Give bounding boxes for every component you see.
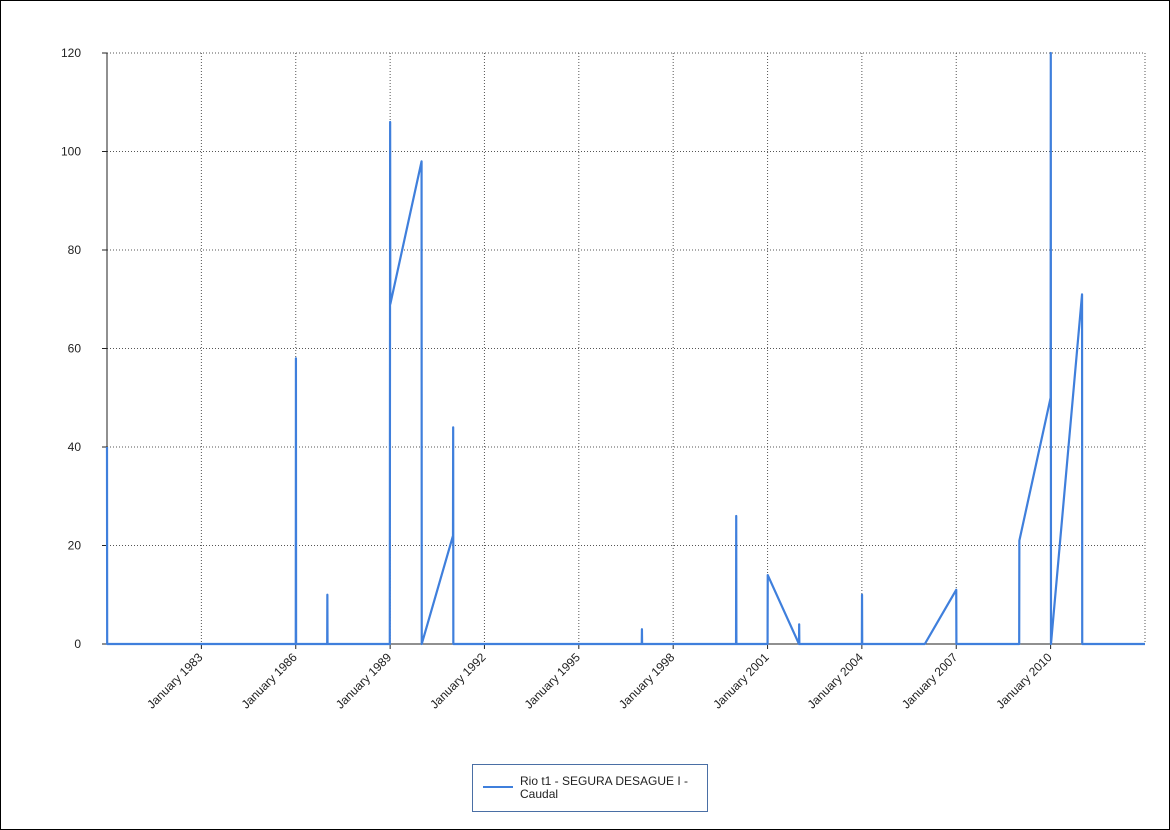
y-tick-labels: 0 20 40 60 80 100 120 (61, 46, 81, 651)
grid-lines (107, 52, 1146, 644)
y-tick-label: 80 (68, 243, 82, 257)
legend-swatch (483, 786, 513, 788)
series-layer (105, 51, 1146, 646)
x-tick-label: January 1986 (239, 650, 301, 712)
y-tick-label: 40 (68, 440, 82, 454)
x-tick-label: January 1992 (427, 650, 489, 712)
y-tick-label: 60 (68, 342, 82, 356)
y-tick-label: 20 (68, 539, 82, 553)
x-tick-label: January 1983 (144, 650, 206, 712)
legend-label: Rio t1 - SEGURA DESAGUE I - Caudal (520, 774, 689, 801)
y-tick-label: 120 (61, 46, 81, 60)
x-tick-label: January 2010 (993, 650, 1055, 712)
x-tick-label: January 2004 (805, 650, 867, 712)
y-tick-label: 0 (74, 637, 81, 651)
x-tick-label: January 1989 (333, 650, 395, 712)
axes (102, 52, 1145, 649)
x-tick-label: January 1998 (616, 650, 678, 712)
x-tick-label: January 2007 (899, 650, 961, 712)
y-tick-label: 100 (61, 145, 81, 159)
x-tick-label: January 2001 (710, 650, 772, 712)
x-tick-label: January 1995 (522, 650, 584, 712)
legend: Rio t1 - SEGURA DESAGUE I - Caudal (472, 764, 708, 812)
x-tick-labels: January 1983 January 1986 January 1989 Janu… (144, 650, 1055, 712)
